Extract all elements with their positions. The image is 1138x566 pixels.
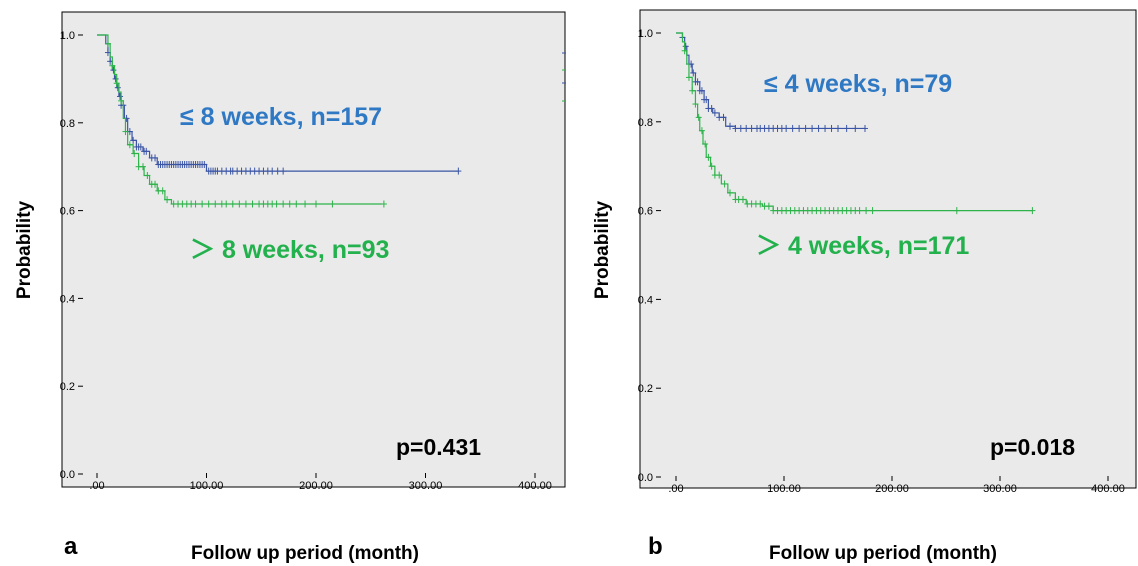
plot-background [639,9,1137,489]
p-value: p=0.431 [396,434,481,460]
plot-background [61,11,566,488]
y-tick-label: 0.8 [638,117,653,129]
y-axis-label: Probability [592,200,613,299]
stray-legend-marks [562,52,566,102]
y-tick-label: 0.2 [60,381,75,393]
x-tick-label: .00 [89,480,104,492]
y-tick-label: 0.0 [638,472,653,484]
y-tick-label: 1.0 [60,30,75,42]
x-axis-label: Follow up period (month) [769,543,997,564]
panel-b: Probability Follow up period (month) b ≤… [592,9,1137,564]
p-value: p=0.018 [990,434,1075,460]
x-tick-label: 100.00 [190,480,224,492]
x-tick-label: 200.00 [875,483,909,495]
x-tick-label: 300.00 [409,480,443,492]
x-tick-label: 300.00 [983,483,1017,495]
panel-label: b [648,533,663,560]
x-tick-label: 400.00 [518,480,552,492]
y-tick-label: 0.4 [60,293,75,305]
y-tick-label: 0.2 [638,383,653,395]
y-tick-label: 0.0 [60,469,75,481]
y-tick-label: 0.6 [638,206,653,218]
annotation-le-group: ≤ 8 weeks, n=157 [180,103,382,131]
x-tick-label: 400.00 [1091,483,1125,495]
y-tick-label: 0.4 [638,294,653,306]
x-tick-label: 100.00 [767,483,801,495]
x-tick-label: .00 [668,483,683,495]
x-axis-label: Follow up period (month) [191,543,419,564]
y-tick-label: 0.6 [60,206,75,218]
y-tick-label: 0.8 [60,118,75,130]
y-axis-label: Probability [14,200,35,299]
annotation-gt-group: ＞ 4 weeks, n=171 [756,232,969,260]
panel-label: a [64,533,78,560]
x-tick-label: 200.00 [299,480,333,492]
y-tick-label: 1.0 [638,28,653,40]
panel-a: Probability Follow up period (month) a ≤… [14,11,566,564]
annotation-gt-group: ＞ 8 weeks, n=93 [190,236,389,264]
annotation-le-group: ≤ 4 weeks, n=79 [764,70,952,98]
